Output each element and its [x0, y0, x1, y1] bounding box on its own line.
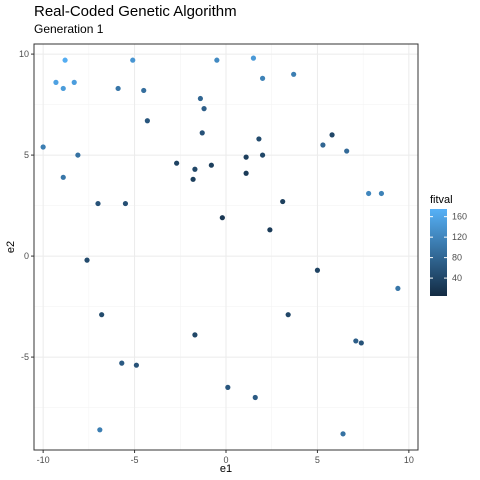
- x-tick-label: -10: [37, 455, 50, 465]
- data-point: [358, 340, 364, 346]
- data-point: [243, 170, 249, 176]
- data-point: [285, 312, 291, 318]
- data-point: [71, 79, 77, 85]
- data-point: [314, 267, 321, 273]
- y-tick-label: 0: [24, 251, 29, 261]
- chart-subtitle: Generation 1: [34, 22, 104, 36]
- data-points: [40, 55, 401, 437]
- data-point: [119, 360, 125, 366]
- legend-title: fitval: [430, 194, 453, 206]
- data-point: [97, 427, 103, 433]
- data-point: [60, 174, 66, 180]
- data-point: [344, 148, 350, 154]
- y-tick-label: 10: [19, 49, 29, 59]
- legend: fitval 40 80 120 160: [430, 194, 467, 296]
- data-point: [259, 152, 266, 158]
- x-tick-label: -5: [131, 455, 139, 465]
- data-point: [197, 95, 203, 102]
- data-point: [250, 55, 257, 61]
- data-point: [144, 118, 150, 124]
- chart-title: Real-Coded Genetic Algorithm: [34, 3, 237, 20]
- data-point: [174, 160, 180, 166]
- y-axis-title: e2: [5, 241, 17, 253]
- data-point: [130, 57, 136, 63]
- data-point: [201, 106, 207, 112]
- data-point: [62, 57, 68, 63]
- data-point: [252, 394, 258, 401]
- data-point: [115, 85, 121, 92]
- data-point: [199, 130, 205, 136]
- data-point: [192, 166, 198, 172]
- data-point: [192, 332, 198, 338]
- legend-tick-label: 160: [452, 212, 467, 222]
- x-tick-label: 0: [223, 455, 228, 465]
- data-point: [353, 338, 359, 344]
- data-point: [219, 215, 225, 221]
- data-point: [340, 431, 346, 437]
- data-point: [267, 227, 273, 233]
- data-point: [280, 198, 286, 205]
- data-point: [190, 176, 196, 182]
- data-point: [60, 85, 66, 92]
- data-point: [40, 144, 46, 150]
- data-point: [378, 190, 385, 197]
- data-point: [133, 362, 139, 368]
- data-point: [225, 384, 231, 390]
- legend-ticks: 40 80 120 160: [430, 212, 467, 283]
- data-point: [75, 152, 81, 158]
- data-point: [320, 142, 326, 148]
- data-point: [395, 285, 401, 292]
- x-tick-label: 5: [315, 455, 320, 465]
- legend-colorbar: [430, 209, 447, 296]
- data-point: [329, 132, 335, 138]
- data-point: [366, 190, 372, 197]
- data-point: [99, 312, 105, 318]
- x-tick-label: 10: [404, 455, 414, 465]
- data-point: [214, 57, 220, 63]
- legend-tick-label: 80: [452, 253, 462, 263]
- y-tick-label: -5: [21, 352, 29, 362]
- data-point: [208, 162, 214, 168]
- grid-lines: [34, 44, 418, 450]
- data-point: [291, 71, 297, 77]
- y-tick-label: 5: [24, 150, 29, 160]
- data-point: [256, 136, 262, 142]
- y-axis-ticks: -5 0 5 10: [19, 49, 34, 362]
- legend-tick-label: 120: [452, 232, 467, 242]
- data-point: [141, 87, 147, 94]
- x-axis-ticks: -10 -5 0 5 10: [37, 450, 414, 465]
- data-point: [84, 257, 90, 263]
- data-point: [95, 200, 101, 207]
- legend-tick-label: 40: [452, 273, 462, 283]
- data-point: [259, 75, 266, 81]
- x-axis-title: e1: [220, 463, 232, 475]
- data-point: [243, 154, 249, 160]
- data-point: [122, 200, 129, 207]
- data-point: [53, 79, 59, 85]
